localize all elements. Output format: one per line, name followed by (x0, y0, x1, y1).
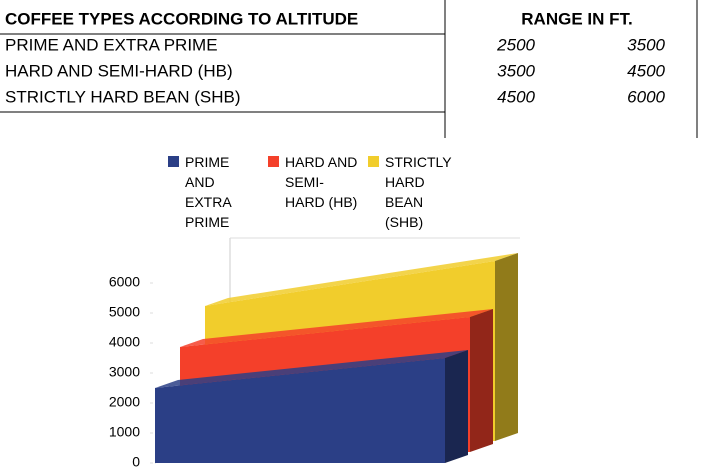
y-tick-label: 6000 (109, 274, 140, 290)
legend-swatch (368, 156, 379, 167)
range-high: 3500 (627, 35, 665, 54)
legend-swatch (268, 156, 279, 167)
legend-label: HARD AND SEMI-HARD (HB) (285, 154, 358, 210)
legend-label: STRICTLY HARD BEAN (SHB) (385, 154, 452, 230)
legend-label: PRIME AND EXTRA PRIME (185, 154, 231, 230)
row-label: STRICTLY HARD BEAN (SHB) (5, 87, 241, 106)
y-tick-label: 0 (132, 454, 140, 470)
area-top (180, 309, 493, 347)
area-side (470, 309, 493, 452)
range-high: 4500 (627, 61, 665, 80)
y-tick-label: 3000 (109, 364, 140, 380)
y-tick-label: 5000 (109, 304, 140, 320)
range-low: 4500 (497, 87, 535, 106)
y-tick-label: 4000 (109, 334, 140, 350)
area-side (445, 350, 468, 463)
table-header: COFFEE TYPES ACCORDING TO ALTITUDE (5, 9, 358, 28)
area (155, 358, 445, 463)
legend-swatch (168, 156, 179, 167)
row-label: PRIME AND EXTRA PRIME (5, 35, 218, 54)
table-header: RANGE IN FT. (521, 9, 632, 28)
range-low: 2500 (496, 35, 535, 54)
area-side (495, 253, 518, 441)
area-top (155, 350, 468, 388)
range-low: 3500 (497, 61, 535, 80)
row-label: HARD AND SEMI-HARD (HB) (5, 61, 233, 80)
y-tick-label: 2000 (109, 394, 140, 410)
y-tick-label: 1000 (109, 424, 140, 440)
range-high: 6000 (627, 87, 665, 106)
area-top (205, 253, 518, 306)
